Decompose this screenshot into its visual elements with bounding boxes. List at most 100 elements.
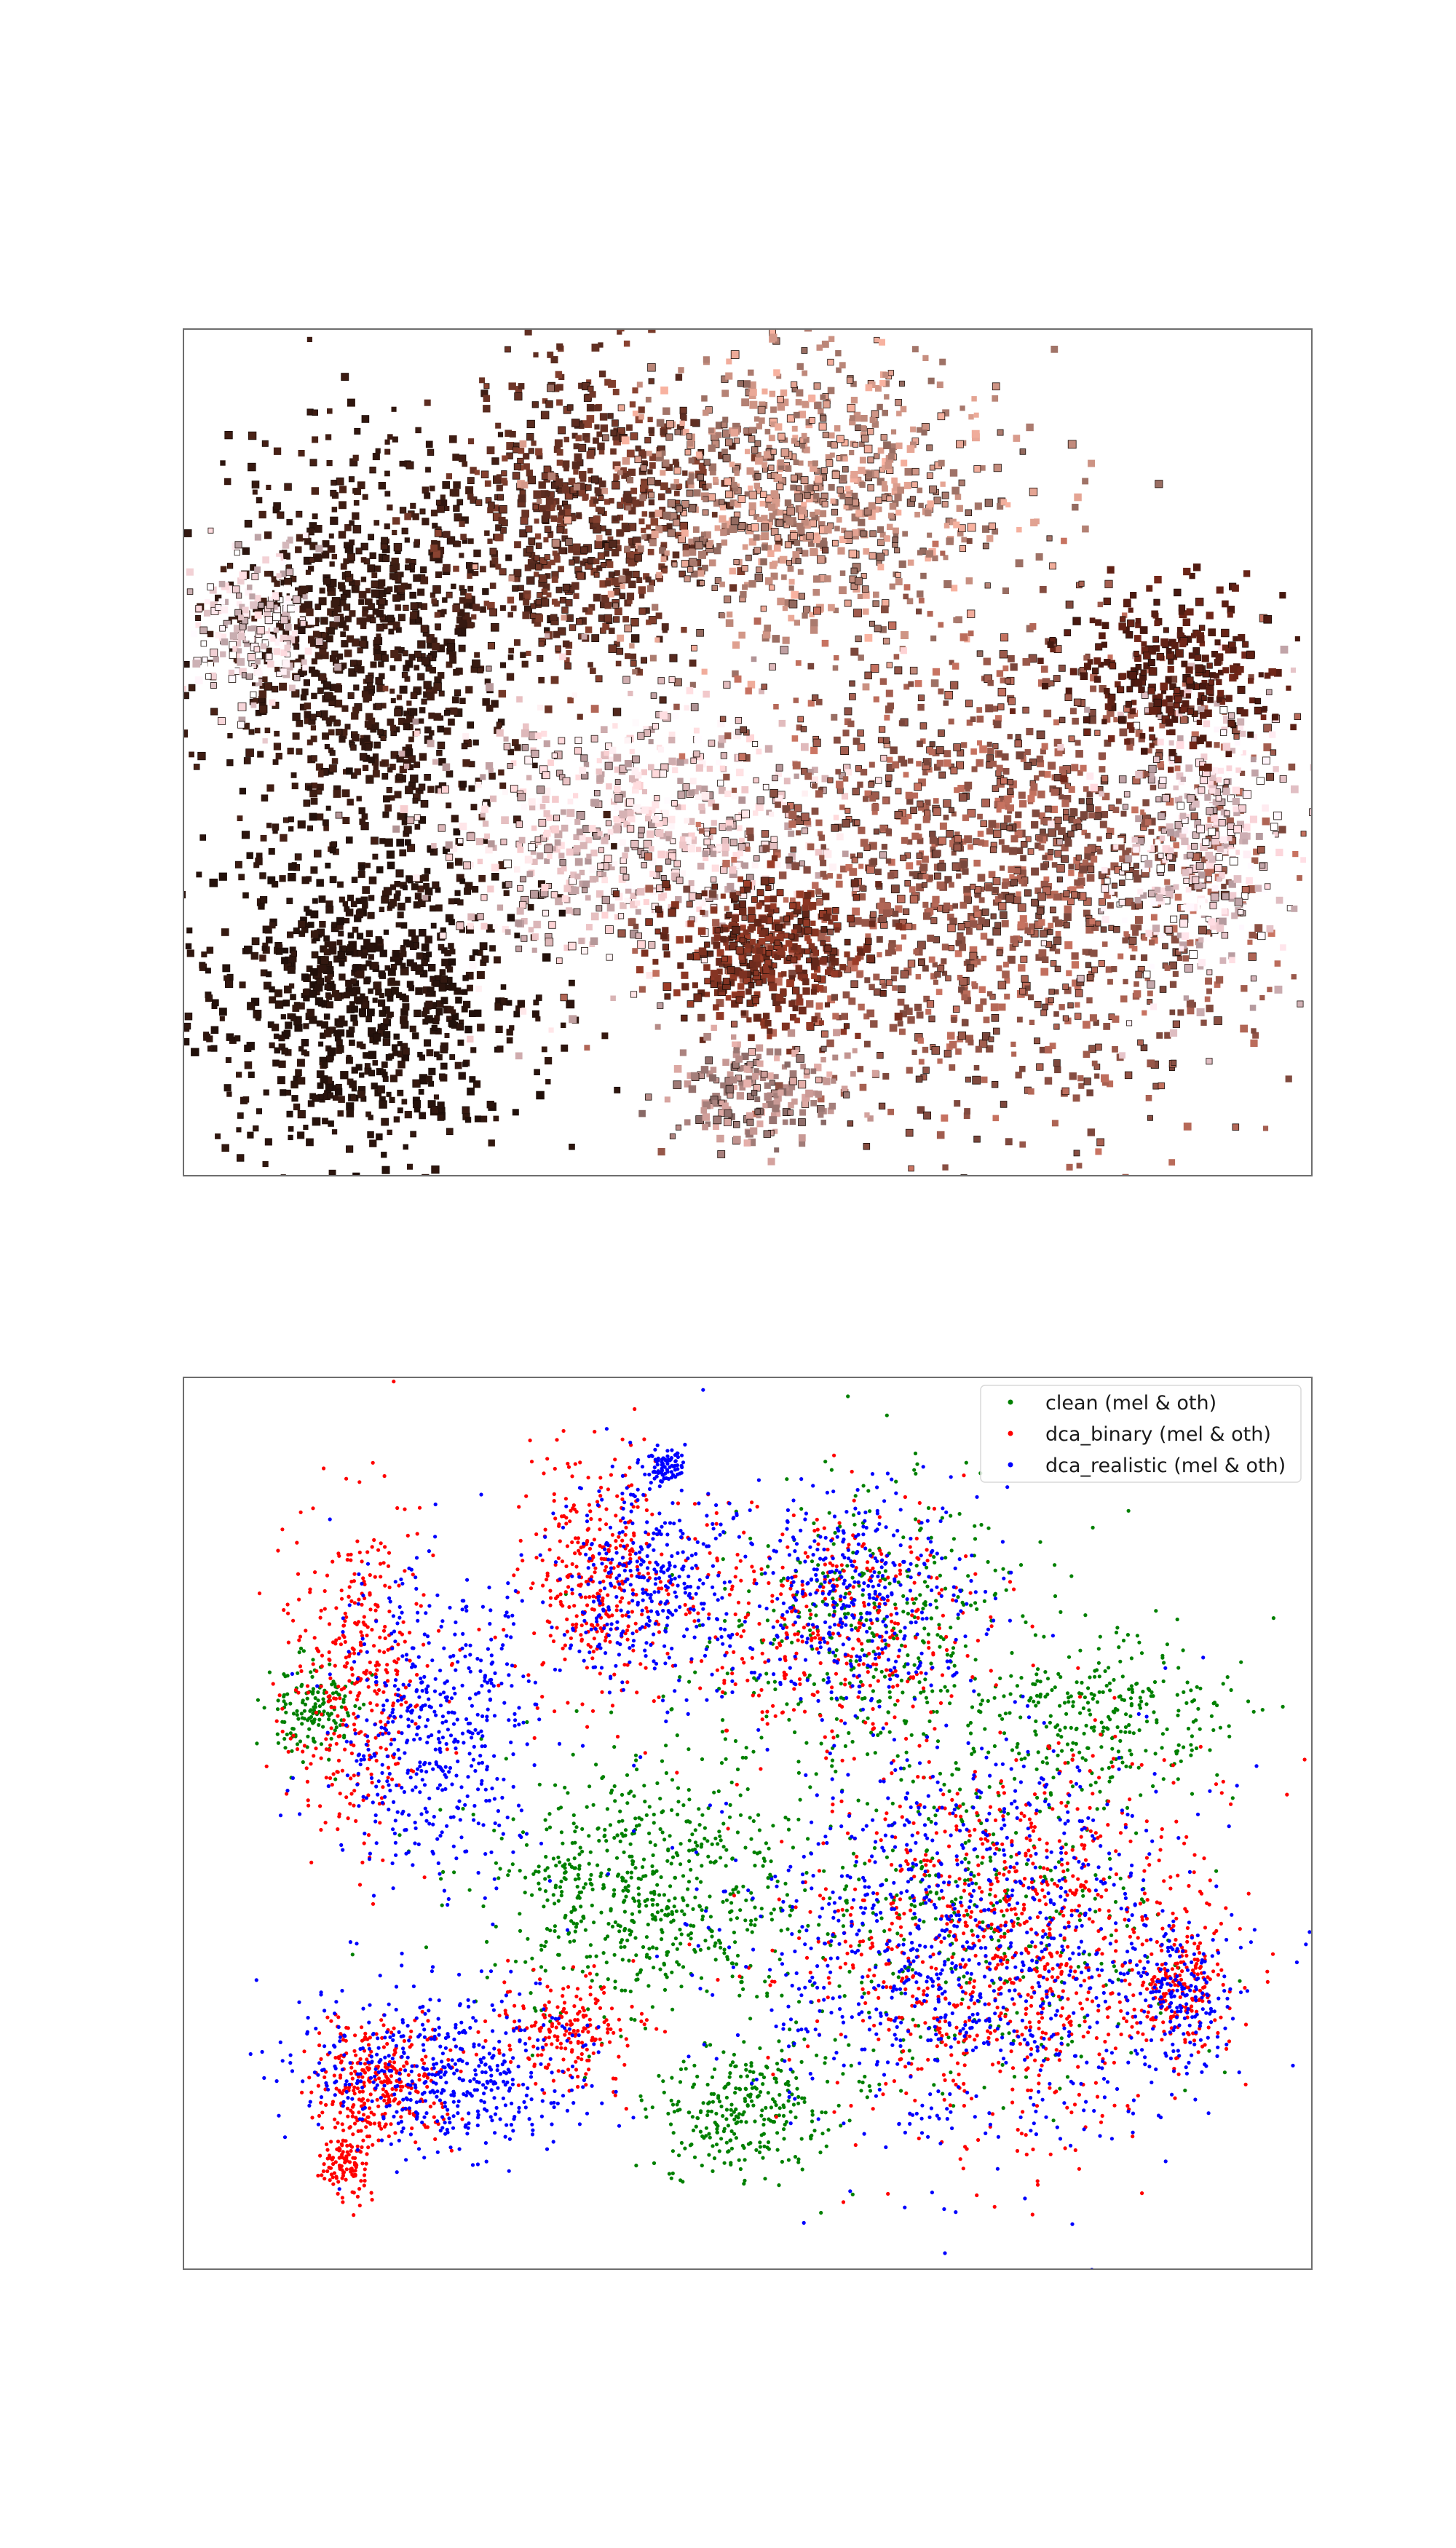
thumbnail-point-1720 <box>517 1000 526 1008</box>
thumbnail-point-1796 <box>578 382 585 389</box>
thumbnail-point-4077 <box>1038 812 1045 820</box>
thumbnail-point-781 <box>317 772 324 778</box>
thumbnail-point-1728 <box>266 971 272 978</box>
thumbnail-point-2135 <box>666 523 673 529</box>
thumbnail-point-1748 <box>437 1101 445 1109</box>
thumbnail-point-2514 <box>946 537 954 545</box>
thumbnail-point-4060 <box>954 787 960 794</box>
thumbnail-point-3008 <box>703 496 708 502</box>
thumbnail-point-775 <box>328 764 337 773</box>
thumbnail-point-4979 <box>901 816 909 825</box>
thumbnail-point-2349 <box>521 510 529 518</box>
thumbnail-point-4891 <box>1010 879 1018 887</box>
thumbnail-point-2672 <box>729 476 735 483</box>
thumbnail-point-4521 <box>818 787 823 793</box>
thumbnail-point-1317 <box>499 997 505 1003</box>
thumbnail-point-1147 <box>291 1095 298 1102</box>
thumbnail-point-2357 <box>604 614 612 623</box>
thumbnail-point-1289 <box>425 991 431 997</box>
thumbnail-point-593 <box>432 585 441 594</box>
thumbnail-point-3775 <box>634 900 641 906</box>
thumbnail-point-2336 <box>480 566 486 573</box>
thumbnail-point-4647 <box>890 746 898 754</box>
thumbnail-point-1868 <box>507 596 515 604</box>
thumbnail-point-1623 <box>218 872 227 881</box>
thumbnail-point-3741 <box>482 820 489 827</box>
thumbnail-point-3226 <box>927 377 935 384</box>
thumbnail-point-4892 <box>852 737 860 745</box>
thumbnail-point-1838 <box>531 401 539 408</box>
thumbnail-point-4880 <box>743 753 751 762</box>
thumbnail-point-458 <box>478 874 486 882</box>
thumbnail-point-1462 <box>383 1018 389 1024</box>
thumbnail-point-1053 <box>288 826 294 832</box>
thumbnail-point-124 <box>500 605 506 612</box>
thumbnail-point-747 <box>372 770 380 778</box>
thumbnail-point-791 <box>422 518 430 526</box>
thumbnail-point-1254 <box>413 942 420 949</box>
thumbnail-point-1110 <box>422 874 429 882</box>
thumbnail-point-2934 <box>762 630 771 638</box>
thumbnail-point-1069 <box>245 1176 251 1183</box>
thumbnail-point-4575 <box>1007 955 1016 964</box>
thumbnail-point-3976 <box>515 945 523 952</box>
thumbnail-point-4849 <box>906 798 914 805</box>
thumbnail-point-3183 <box>984 582 991 589</box>
thumbnail-point-2359 <box>556 343 563 350</box>
thumbnail-point-1031 <box>430 905 436 912</box>
thumbnail-point-3147 <box>860 425 866 431</box>
thumbnail-point-3607 <box>596 775 604 783</box>
thumbnail-point-2996 <box>943 555 949 561</box>
thumbnail-point-3867 <box>459 823 467 831</box>
thumbnail-point-4092 <box>1226 817 1234 826</box>
thumbnail-point-448 <box>338 598 345 606</box>
thumbnail-point-4890 <box>1084 852 1091 860</box>
thumbnail-point-331 <box>395 627 402 633</box>
thumbnail-point-1001 <box>272 823 280 831</box>
thumbnail-point-407 <box>429 486 435 491</box>
thumbnail-point-1315 <box>405 896 411 903</box>
thumbnail-point-141 <box>372 453 380 461</box>
thumbnail-point-2505 <box>893 533 899 539</box>
thumbnail-point-1490 <box>329 947 337 955</box>
thumbnail-point-2894 <box>877 403 883 411</box>
thumbnail-point-3255 <box>927 500 935 507</box>
thumbnail-point-3144 <box>803 437 810 443</box>
thumbnail-point-1516 <box>415 987 423 995</box>
thumbnail-point-3487 <box>561 866 567 872</box>
thumbnail-point-3925 <box>612 825 621 834</box>
thumbnail-point-468 <box>446 770 454 778</box>
thumbnail-point-4617 <box>977 831 984 837</box>
thumbnail-point-3044 <box>831 713 838 721</box>
thumbnail-point-412 <box>394 791 402 799</box>
thumbnail-point-2541 <box>855 636 862 643</box>
thumbnail-point-2510 <box>845 503 852 511</box>
thumbnail-point-3496 <box>335 811 343 819</box>
thumbnail-point-3485 <box>505 881 513 888</box>
thumbnail-point-323 <box>298 654 305 662</box>
thumbnail-point-3364 <box>775 769 782 778</box>
thumbnail-point-2292 <box>556 526 564 534</box>
thumbnail-point-3111 <box>745 554 752 561</box>
thumbnail-point-1353 <box>359 1010 366 1018</box>
thumbnail-point-2209 <box>513 569 522 577</box>
thumbnail-point-2600 <box>971 396 977 402</box>
thumbnail-point-3731 <box>563 944 570 951</box>
thumbnail-point-3820 <box>665 858 672 865</box>
thumbnail-point-3061 <box>810 464 818 472</box>
thumbnail-point-2342 <box>676 483 683 489</box>
thumbnail-point-2339 <box>563 509 571 517</box>
thumbnail-point-3944 <box>604 750 609 756</box>
thumbnail-point-430 <box>387 434 393 440</box>
thumbnail-point-421 <box>296 510 303 518</box>
thumbnail-point-1615 <box>443 846 451 854</box>
thumbnail-point-3514 <box>503 743 511 751</box>
thumbnail-point-557 <box>405 583 412 590</box>
thumbnail-point-799 <box>340 593 347 601</box>
thumbnail-point-4351 <box>987 747 994 755</box>
thumbnail-point-2129 <box>446 591 453 598</box>
thumbnail-point-3966 <box>656 885 663 892</box>
thumbnail-point-1493 <box>207 1045 214 1052</box>
thumbnail-point-2610 <box>986 535 994 542</box>
thumbnail-point-2861 <box>804 293 811 300</box>
